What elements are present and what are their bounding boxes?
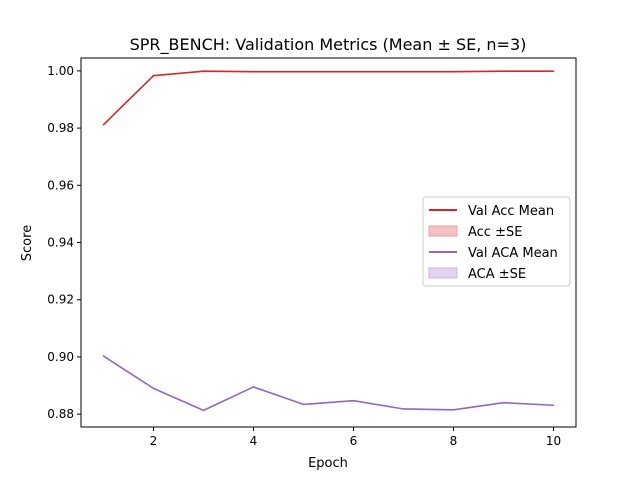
- legend-label-val-aca-mean: Val ACA Mean: [468, 246, 558, 261]
- data-point-val-aca-mean-5: [302, 403, 305, 406]
- data-point-val-acc-mean-5: [302, 70, 305, 73]
- data-point-val-aca-mean-1: [102, 355, 105, 357]
- data-point-val-aca-mean-10: [552, 404, 555, 407]
- y-tick-label-4: 0.96: [47, 178, 74, 192]
- legend-label-acc-se: Acc ±SE: [468, 225, 522, 240]
- legend-swatch-acc-se: [428, 225, 458, 237]
- y-tick-label-3: 0.94: [47, 236, 74, 250]
- y-tick-label-5: 0.98: [47, 121, 74, 135]
- data-point-val-aca-mean-3: [202, 409, 205, 412]
- x-axis-label: Epoch: [308, 456, 348, 471]
- series-line-val-aca-mean: [103, 355, 554, 412]
- data-point-val-aca-mean-7: [402, 408, 405, 410]
- data-point-val-aca-mean-4: [252, 386, 255, 388]
- x-tick-label-10: 10: [546, 434, 561, 448]
- data-point-val-acc-mean-1: [102, 123, 105, 126]
- data-point-val-aca-mean-8: [452, 409, 455, 411]
- y-axis-ticks: 0.88 0.90 0.92 0.94 0.96 0.98 1.00: [47, 64, 81, 421]
- chart-title: SPR_BENCH: Validation Metrics (Mean ± SE…: [130, 35, 527, 55]
- data-point-val-acc-mean-3: [202, 70, 205, 72]
- data-point-val-aca-mean-9: [502, 401, 505, 404]
- data-point-val-acc-mean-10: [552, 70, 555, 72]
- data-point-val-acc-mean-8: [452, 70, 455, 73]
- data-point-val-acc-mean-4: [252, 70, 255, 73]
- x-tick-label-2: 2: [150, 434, 158, 448]
- legend-swatch-aca-se: [428, 267, 458, 279]
- data-point-val-acc-mean-2: [152, 74, 155, 77]
- y-tick-label-2: 0.92: [47, 293, 74, 307]
- y-axis-label: Score: [20, 225, 35, 261]
- legend-label-val-acc-mean: Val Acc Mean: [468, 204, 554, 219]
- series-line-val-acc-mean: [102, 70, 554, 126]
- y-tick-label-6: 1.00: [47, 64, 74, 78]
- data-point-val-acc-mean-9: [502, 70, 505, 72]
- legend-box: [422, 196, 571, 287]
- legend: Val Acc Mean Acc ±SE Val ACA Mean ACA ±S…: [422, 196, 571, 287]
- plot-lines: [102, 70, 555, 412]
- x-tick-label-8: 8: [450, 434, 458, 448]
- x-tick-label-4: 4: [250, 434, 258, 448]
- x-axis-ticks: 2 4 6 8 10: [150, 427, 561, 448]
- x-tick-label-6: 6: [350, 434, 358, 448]
- legend-label-aca-se: ACA ±SE: [468, 267, 526, 282]
- data-point-val-aca-mean-6: [352, 399, 355, 402]
- data-point-val-acc-mean-6: [352, 70, 355, 73]
- data-point-val-acc-mean-7: [402, 70, 405, 73]
- data-point-val-aca-mean-2: [152, 387, 155, 390]
- y-tick-label-1: 0.90: [47, 350, 74, 364]
- y-tick-label-0: 0.88: [47, 407, 74, 421]
